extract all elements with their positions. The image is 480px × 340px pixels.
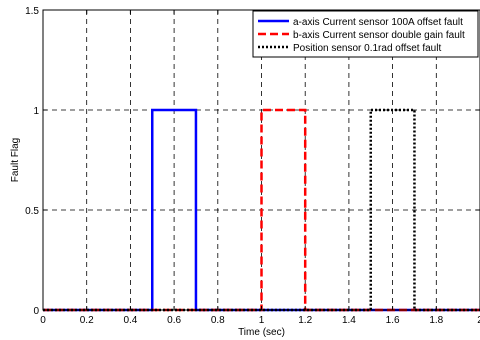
y-tick-label: 1	[33, 106, 39, 117]
x-tick-label: 2	[477, 315, 480, 326]
x-tick-label: 1.8	[429, 315, 443, 326]
y-axis-label: Fault Flag	[10, 138, 21, 182]
legend-label: a-axis Current sensor 100A offset fault	[293, 17, 463, 28]
x-tick-label: 0.8	[211, 315, 225, 326]
legend-label: Position sensor 0.1rad offset fault	[293, 43, 441, 54]
x-tick-label: 1.6	[386, 315, 400, 326]
x-tick-label: 0.4	[123, 315, 137, 326]
axis-ticks: 0 0.2 0.4 0.6 0.8 1 1.2 1.4 1.6 1.8 2 0 0.5 1 1.5	[25, 6, 480, 326]
x-tick-label: 0.6	[167, 315, 181, 326]
y-tick-label: 0.5	[25, 206, 39, 217]
x-axis-label: Time (sec)	[238, 327, 285, 338]
legend-box	[252, 10, 479, 58]
x-tick-label: 1.2	[298, 315, 312, 326]
legend: a-axis Current sensor 100A offset fault b…	[252, 10, 479, 58]
y-tick-label: 0	[33, 306, 39, 317]
x-tick-label: 0.2	[80, 315, 94, 326]
grid	[43, 10, 480, 310]
x-tick-label: 1	[259, 315, 265, 326]
x-tick-label: 0	[40, 315, 46, 326]
y-tick-label: 1.5	[25, 6, 39, 17]
legend-label: b-axis Current sensor double gain fault	[293, 30, 465, 41]
x-tick-label: 1.4	[342, 315, 356, 326]
